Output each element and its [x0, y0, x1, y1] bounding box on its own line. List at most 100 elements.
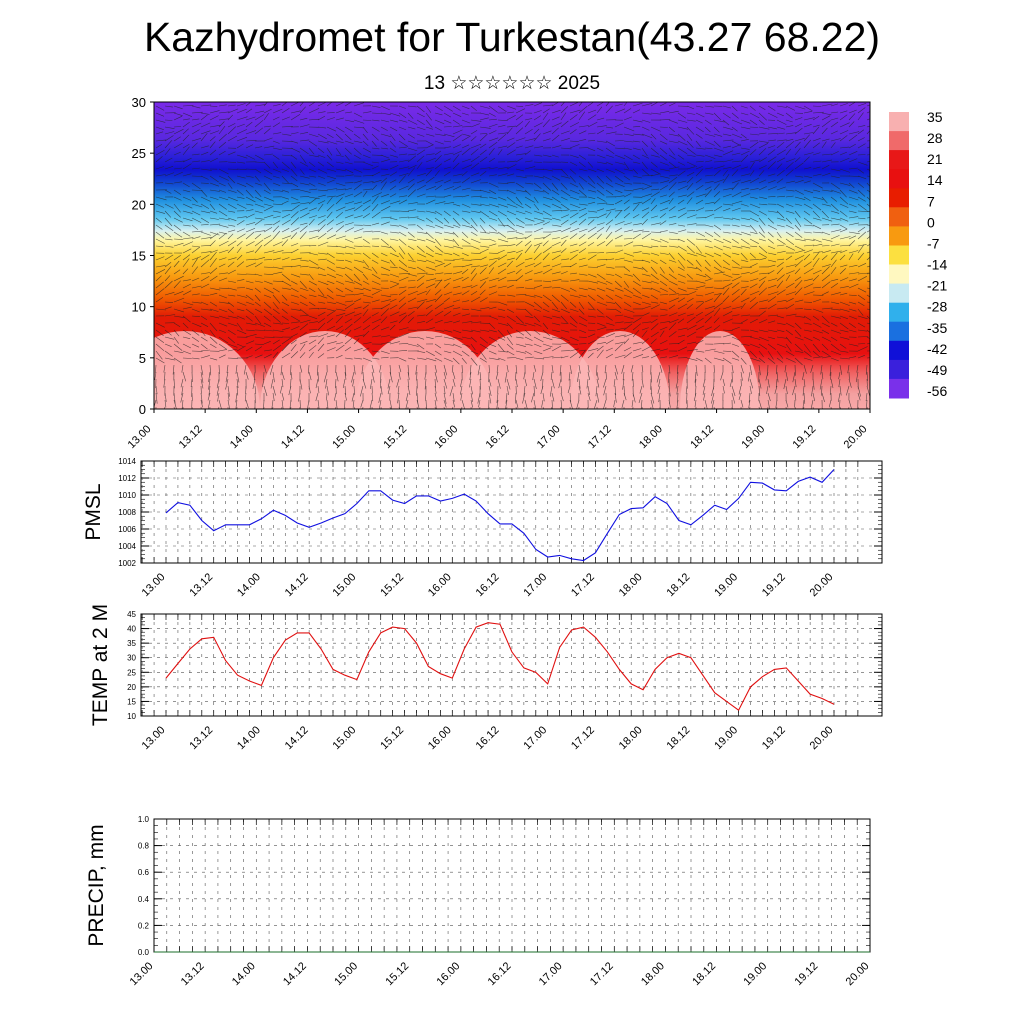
- wind-barb: [263, 354, 272, 359]
- wind-barb: [209, 287, 221, 291]
- wind-barb: [614, 182, 625, 187]
- wind-barb: [812, 243, 823, 247]
- wind-barb: [785, 329, 793, 336]
- wind-barb: [317, 301, 326, 304]
- wind-barb: [434, 224, 444, 229]
- wind-barb: [488, 203, 500, 208]
- wind-barb: [578, 308, 585, 315]
- wind-barb: [497, 268, 507, 275]
- wind-barb: [479, 171, 487, 177]
- wind-barb: [830, 111, 839, 114]
- wind-barb: [776, 126, 786, 130]
- wind-barb: [218, 301, 230, 304]
- wind-barb: [533, 182, 542, 189]
- wind-barb: [443, 202, 455, 205]
- wind-barb: [407, 310, 415, 317]
- wind-barb: [731, 164, 741, 170]
- wind-barb: [236, 273, 247, 275]
- wind-barb: [614, 122, 624, 128]
- wind-barb: [749, 318, 758, 324]
- wind-barb: [650, 222, 661, 226]
- wind-barb: [353, 102, 365, 107]
- wind-barb: [290, 204, 300, 212]
- wind-barb: [631, 371, 634, 381]
- wind-barb: [641, 312, 650, 317]
- wind-barb: [290, 175, 298, 182]
- wind-barb: [506, 270, 516, 275]
- wind-barb: [668, 238, 680, 241]
- wind-barb: [497, 224, 509, 226]
- wind-barb: [839, 210, 848, 217]
- colorbar-label: -42: [927, 341, 947, 357]
- wind-barb: [749, 301, 758, 310]
- wind-barb: [173, 378, 175, 389]
- wind-barb: [272, 108, 283, 114]
- y-tick-label: 0: [139, 402, 146, 417]
- wind-barb: [326, 175, 337, 180]
- temp-y-tick-label: 25: [127, 668, 136, 677]
- wind-barb: [164, 126, 175, 129]
- wind-barb: [587, 210, 598, 213]
- wind-barb: [200, 364, 204, 376]
- wind-barb: [380, 294, 392, 298]
- wind-barb: [569, 406, 571, 409]
- wind-barb: [839, 249, 848, 254]
- wind-barb: [425, 327, 435, 331]
- wind-barb: [398, 199, 408, 205]
- wind-barb: [792, 385, 796, 396]
- wind-barb: [461, 231, 469, 238]
- wind-barb: [317, 273, 327, 277]
- wind-barb: [722, 173, 730, 184]
- wind-barb: [857, 129, 865, 135]
- wind-barb: [812, 329, 823, 334]
- wind-barb: [866, 244, 870, 247]
- wind-barb: [533, 308, 542, 312]
- wind-barb: [794, 378, 797, 388]
- wind-barb: [695, 273, 707, 278]
- wind-barb: [344, 280, 355, 284]
- wind-barb: [848, 158, 858, 163]
- wind-barb: [659, 330, 665, 338]
- wind-barb: [596, 308, 604, 315]
- wind-barb: [335, 329, 344, 338]
- wind-barb: [398, 406, 400, 409]
- wind-barb: [227, 240, 237, 247]
- wind-barb: [407, 202, 418, 205]
- wind-barb: [290, 339, 297, 345]
- wind-barb: [839, 244, 851, 247]
- wind-barb: [542, 392, 545, 402]
- wind-barb: [290, 273, 301, 278]
- wind-barb: [578, 406, 580, 409]
- wind-barb: [731, 144, 741, 149]
- wind-barb: [335, 378, 337, 389]
- wind-barb: [812, 203, 822, 211]
- wind-barb: [650, 231, 662, 233]
- wind-barb: [830, 336, 838, 341]
- wind-barb: [650, 154, 660, 158]
- wind-barb: [865, 392, 868, 402]
- wind-barb: [398, 286, 407, 289]
- wind-barb: [560, 322, 569, 324]
- wind-barb: [740, 119, 751, 124]
- wind-barb: [677, 334, 686, 338]
- wind-barb: [200, 322, 209, 327]
- wind-barb: [254, 104, 266, 107]
- wind-barb: [686, 273, 694, 280]
- wind-barb: [857, 244, 867, 247]
- wind-barb: [443, 385, 446, 395]
- wind-barb: [551, 308, 561, 313]
- wind-barb: [254, 230, 266, 233]
- wind-barb: [731, 119, 743, 125]
- wind-barb: [225, 378, 229, 390]
- wind-barb: [398, 273, 411, 275]
- wind-barb: [254, 203, 265, 208]
- wind-barb: [794, 287, 803, 296]
- wind-barb: [217, 392, 220, 402]
- wind-barb: [749, 210, 760, 217]
- wind-barb: [594, 399, 598, 409]
- wind-barb: [848, 134, 858, 142]
- wind-barb: [488, 336, 498, 342]
- wind-barb: [362, 230, 373, 233]
- wind-barb: [524, 234, 532, 240]
- wind-barb: [749, 105, 756, 111]
